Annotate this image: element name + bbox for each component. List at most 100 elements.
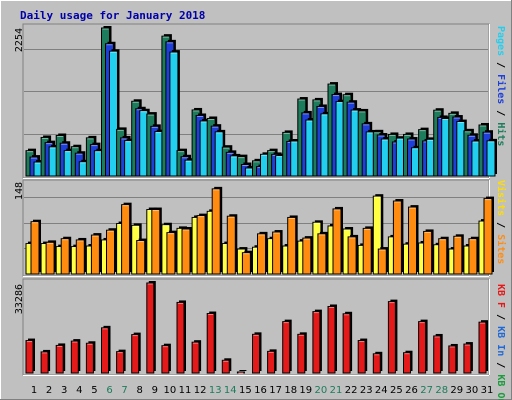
x-tick-label: 18 (284, 385, 297, 396)
chart-title: Daily usage for January 2018 (20, 9, 205, 22)
sites-bar-day-31 (483, 196, 494, 275)
x-tick-label: 10 (164, 385, 177, 396)
x-axis-day-labels: 1 2 3 4 5 6 7 8 9 10 11 12 13 14 15 16 17 18 19 20 21 22 23 24 2… (31, 385, 494, 396)
x-tick-label: 6 (106, 385, 112, 396)
x-tick-label: 3 (61, 385, 67, 396)
legend-entry: KB F (495, 284, 506, 308)
hits-files-pages-panel (22, 23, 497, 179)
sites-bar-day-24 (377, 247, 389, 275)
legend-entry: / (495, 356, 506, 374)
kbytes-bar-day-14 (221, 358, 232, 374)
visits-bar-day-24 (372, 194, 384, 275)
sites-bar-day-21 (332, 206, 343, 275)
x-tick-label: 2 (46, 385, 52, 396)
sites-bar-day-1 (30, 219, 41, 275)
legend-entry: Pages (495, 26, 506, 56)
sites-bar-day-9 (151, 207, 162, 275)
sites-bar-day-5 (90, 233, 102, 275)
sites-bar-day-26 (408, 205, 419, 275)
sites-bar-day-23 (362, 226, 374, 275)
panel3-y-max-label: 33286 (14, 284, 25, 314)
panel2-y-max-label: 148 (14, 182, 25, 200)
sites-bar-day-16 (257, 231, 268, 275)
sites-bar-day-28 (438, 236, 449, 275)
x-tick-label: 25 (390, 385, 403, 396)
legend-entry: Hits (495, 122, 507, 146)
visits-sites-panel (22, 179, 494, 277)
sites-bar-day-25 (392, 199, 404, 275)
pages-bar-day-31 (486, 138, 497, 177)
kbytes-bar-day-17 (267, 349, 277, 374)
kbytes-bar-day-25 (387, 299, 398, 374)
legend-entry: / (495, 56, 506, 74)
sites-bar-day-8 (136, 238, 147, 275)
x-tick-label: 17 (269, 385, 282, 396)
kbytes-bar-day-13 (206, 311, 217, 374)
sites-bar-day-30 (468, 236, 479, 275)
x-tick-label: 16 (254, 385, 267, 396)
kbytes-bar-day-2 (40, 349, 51, 374)
kbytes-bar-day-21 (327, 304, 337, 374)
kbytes-bar-day-4 (70, 339, 81, 374)
x-tick-label: 20 (315, 385, 328, 396)
legend-entry: Sites (495, 234, 507, 264)
kbytes-bar-day-8 (131, 332, 141, 374)
sites-bar-day-7 (121, 202, 132, 275)
sites-bar-day-17 (272, 230, 283, 275)
x-tick-label: 27 (420, 385, 433, 396)
sites-bar-day-2 (45, 240, 57, 275)
panel1-legend: Pages / Files / Hits (495, 26, 507, 146)
kbytes-bar-day-6 (101, 325, 111, 374)
x-tick-label: 4 (76, 385, 82, 396)
sites-bar-day-6 (106, 228, 117, 275)
x-tick-label: 13 (209, 385, 222, 396)
pages-bar-day-6 (109, 49, 120, 177)
kbytes-bar-day-19 (297, 332, 307, 374)
kbytes-bar-day-11 (176, 300, 186, 374)
x-tick-label: 15 (239, 385, 252, 396)
kbytes-bar-day-12 (191, 340, 202, 374)
legend-entry: KB Out (495, 374, 506, 400)
kbytes-bar-day-23 (357, 338, 368, 374)
x-tick-label: 28 (435, 385, 448, 396)
x-tick-label: 14 (224, 385, 237, 396)
x-tick-label: 7 (121, 385, 127, 396)
x-tick-label: 22 (345, 385, 358, 396)
sites-bar-day-12 (196, 213, 208, 275)
kbytes-bar-day-10 (161, 343, 171, 374)
kbytes-bar-day-18 (282, 319, 292, 374)
panel1-y-max-label: 2254 (14, 28, 25, 52)
sites-bar-day-22 (347, 234, 359, 275)
legend-entry: Visits (495, 180, 507, 216)
pages-bar-day-10 (169, 50, 180, 177)
kbytes-bar-day-16 (252, 332, 262, 374)
kbytes-bar-day-20 (312, 309, 322, 374)
x-tick-label: 8 (137, 385, 143, 396)
legend-entry: KB In (495, 326, 506, 356)
sites-bar-day-18 (287, 215, 298, 275)
x-tick-label: 5 (91, 385, 97, 396)
kbytes-panel (22, 278, 490, 376)
legend-entry: / (495, 308, 506, 326)
sites-bar-day-29 (453, 234, 464, 275)
kbytes-bar-day-7 (116, 349, 126, 374)
sites-bar-day-11 (181, 227, 192, 275)
panel2-legend: Visits / Sites (495, 180, 507, 264)
kbytes-bar-day-22 (342, 311, 353, 374)
x-tick-label: 19 (299, 385, 312, 396)
sites-bar-day-14 (226, 214, 238, 275)
kbytes-bar-day-5 (85, 341, 96, 374)
x-tick-label: 24 (375, 385, 388, 396)
sites-bar-day-15 (241, 250, 253, 275)
kbytes-bar-day-30 (463, 342, 473, 374)
x-tick-label: 31 (481, 385, 494, 396)
panel3-legend: KB F / KB In / KB Out (495, 284, 506, 400)
x-tick-label: 29 (450, 385, 463, 396)
kbytes-bar-day-27 (418, 319, 428, 374)
sites-bar-day-10 (166, 230, 177, 275)
kbytes-bar-day-31 (478, 320, 488, 374)
x-tick-label: 30 (466, 385, 479, 396)
x-tick-label: 11 (179, 385, 192, 396)
x-tick-label: 23 (360, 385, 373, 396)
sites-bar-day-3 (60, 236, 72, 275)
